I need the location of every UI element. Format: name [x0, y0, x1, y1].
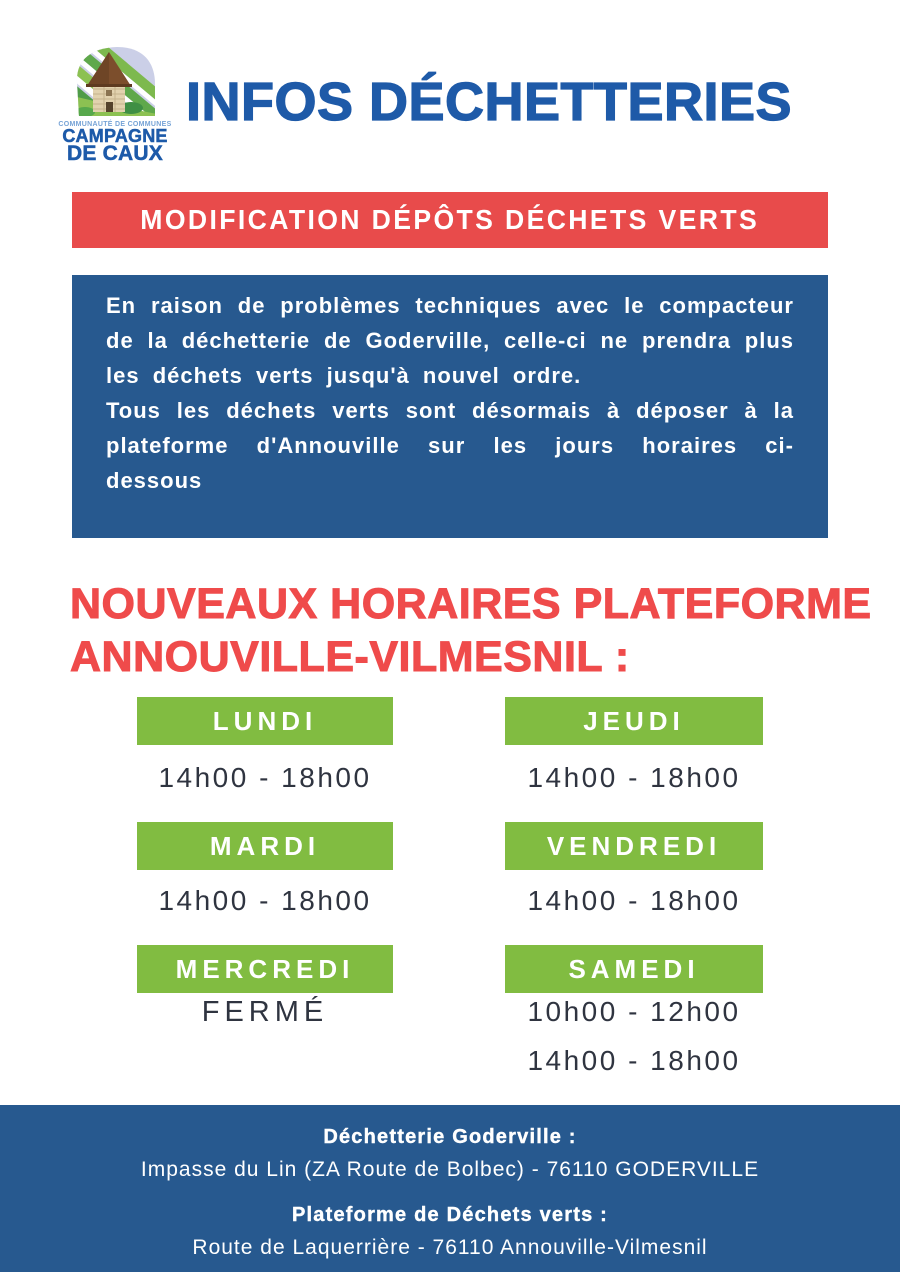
notice-panel: En raison de problèmes techniques avec l… — [72, 275, 828, 538]
footer-addresses: Déchetterie Goderville : Impasse du Lin … — [0, 1105, 900, 1272]
alert-banner: MODIFICATION DÉPÔTS DÉCHETS VERTS — [72, 192, 828, 248]
time-mercredi-closed: FERMÉ — [201, 996, 329, 1028]
notice-paragraph-1: En raison de problèmes techniques avec l… — [106, 293, 794, 388]
day-banner-mercredi: MERCREDI — [137, 945, 393, 993]
schedule-heading-line2: ANNOUVILLE-VILMESNIL : — [70, 633, 630, 682]
footer-site1-title: Déchetterie Goderville : — [323, 1126, 577, 1148]
notice-paragraph-2: Tous les déchets verts sont désormais à … — [106, 398, 794, 493]
logo-name-line1: CAMPAGNE — [62, 126, 168, 146]
dovecote-illustration — [76, 47, 155, 116]
schedule-heading: NOUVEAUX HORAIRES PLATEFORME ANNOUVILLE-… — [70, 578, 872, 684]
time-samedi-afternoon: 14h00 - 18h00 — [527, 1045, 741, 1076]
page-title: INFOS DÉCHETTERIES — [185, 71, 793, 132]
footer-site2-address: Route de Laquerrière - 76110 Annouville-… — [192, 1236, 708, 1259]
day-banner-jeudi: JEUDI — [505, 697, 763, 745]
time-jeudi: 14h00 - 18h00 — [527, 762, 741, 793]
day-banner-mardi: MARDI — [137, 822, 393, 870]
day-banner-vendredi: VENDREDI — [505, 822, 763, 870]
logo-name-line2: DE CAUX — [67, 142, 163, 165]
logo-community-label: COMMUNAUTÉ DE COMMUNES — [58, 121, 172, 128]
time-mardi: 14h00 - 18h00 — [158, 885, 372, 916]
footer-site2-title: Plateforme de Déchets verts : — [291, 1204, 609, 1226]
time-samedi-morning: 10h00 - 12h00 — [527, 996, 741, 1027]
campagne-de-caux-logo: COMMUNAUTÉ DE COMMUNES CAMPAGNE DE CAUX — [58, 46, 171, 165]
time-lundi: 14h00 - 18h00 — [158, 762, 372, 793]
schedule-heading-line1: NOUVEAUX HORAIRES PLATEFORME — [70, 580, 872, 629]
time-vendredi: 14h00 - 18h00 — [527, 885, 741, 916]
alert-banner-label: MODIFICATION DÉPÔTS DÉCHETS VERTS — [140, 204, 760, 235]
day-banner-samedi: SAMEDI — [505, 945, 763, 993]
footer-site1-address: Impasse du Lin (ZA Route de Bolbec) - 76… — [140, 1158, 760, 1181]
day-banner-lundi: LUNDI — [137, 697, 393, 745]
